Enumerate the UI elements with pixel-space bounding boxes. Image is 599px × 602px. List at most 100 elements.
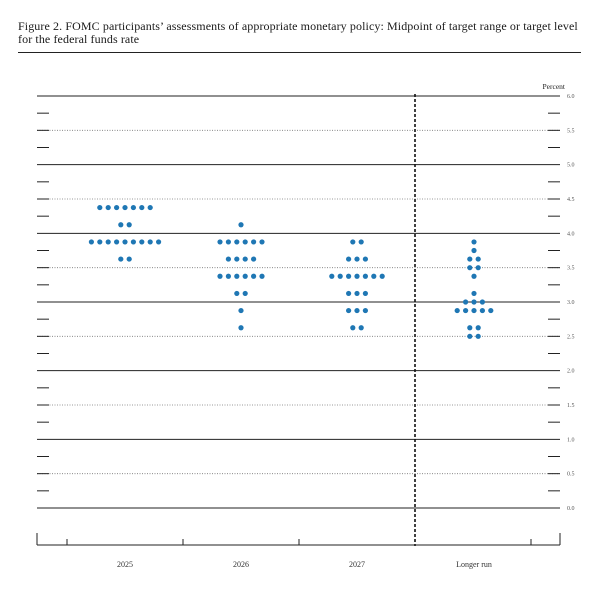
data-dot	[354, 273, 360, 279]
data-dot	[346, 273, 352, 279]
data-dot	[475, 333, 481, 339]
figure-title: Figure 2. FOMC participants’ assessments…	[18, 19, 578, 46]
data-dot	[471, 290, 477, 297]
data-dot	[238, 222, 244, 228]
data-dot	[147, 204, 153, 211]
data-dot	[97, 239, 103, 245]
grid-layer	[37, 95, 560, 509]
data-dot	[454, 307, 460, 314]
data-dot	[479, 307, 485, 314]
data-dot	[346, 307, 352, 314]
x-category-label: 2026	[233, 560, 249, 569]
y-tick-label: 5.5	[567, 128, 575, 134]
data-dot	[467, 333, 473, 339]
data-dot	[354, 307, 360, 314]
data-dot	[259, 273, 265, 279]
data-dot	[475, 256, 481, 262]
x-category-label: Longer run	[456, 560, 492, 569]
x-category-label: 2025	[117, 560, 133, 569]
data-dot	[130, 204, 136, 211]
data-dot	[337, 273, 343, 279]
data-dot	[488, 307, 494, 314]
data-dot	[471, 247, 477, 254]
data-dot	[217, 273, 223, 279]
data-dot	[97, 204, 103, 211]
data-dot	[358, 325, 364, 331]
data-dot	[118, 256, 124, 262]
axis-layer: 0.0 0.5 1.0 1.5 2.0 2.5 3.0 3.5 4.0 4.5 5.0 5.5 6.0 2…	[36, 94, 575, 569]
data-dot	[234, 256, 240, 262]
data-dot	[251, 239, 257, 245]
dots-layer	[88, 204, 494, 339]
title-rule	[18, 52, 581, 53]
data-dot	[467, 256, 473, 262]
data-dot	[251, 273, 257, 279]
data-dot	[475, 265, 481, 271]
data-dot	[471, 239, 477, 245]
data-dot	[362, 290, 368, 297]
data-dot	[350, 325, 356, 331]
data-dot	[118, 222, 124, 228]
data-dot	[371, 273, 377, 279]
data-dot	[225, 239, 231, 245]
data-dot	[105, 239, 111, 245]
data-dot	[126, 256, 132, 262]
y-tick-label: 2.0	[567, 369, 575, 375]
data-dot	[242, 273, 248, 279]
y-tick-label: 1.0	[567, 437, 575, 443]
data-dot	[251, 256, 257, 262]
data-dot	[379, 273, 385, 279]
data-dot	[139, 239, 145, 245]
data-dot	[122, 239, 128, 245]
x-category-label: 2027	[349, 560, 365, 569]
data-dot	[479, 299, 485, 305]
data-dot	[467, 325, 473, 331]
data-dot	[346, 256, 352, 262]
y-tick-label: 3.5	[567, 266, 575, 272]
data-dot	[471, 307, 477, 314]
data-dot	[259, 239, 265, 245]
data-dot	[242, 256, 248, 262]
data-dot	[362, 307, 368, 314]
y-tick-label: 2.5	[567, 334, 575, 340]
data-dot	[362, 256, 368, 262]
y-tick-label: 5.0	[567, 163, 575, 169]
data-dot	[362, 273, 368, 279]
data-dot	[242, 239, 248, 245]
data-dot	[350, 239, 356, 245]
y-tick-label: 0.5	[567, 472, 575, 478]
data-dot	[105, 204, 111, 211]
data-dot	[234, 239, 240, 245]
data-dot	[329, 273, 335, 279]
data-dot	[225, 256, 231, 262]
data-dot	[225, 273, 231, 279]
data-dot	[463, 307, 469, 314]
data-dot	[139, 204, 145, 211]
data-dot	[475, 325, 481, 331]
data-dot	[234, 290, 240, 297]
data-dot	[147, 239, 153, 245]
data-dot	[234, 273, 240, 279]
data-dot	[156, 239, 162, 245]
data-dot	[467, 265, 473, 271]
data-dot	[346, 290, 352, 297]
data-dot	[354, 256, 360, 262]
data-dot	[217, 239, 223, 245]
data-dot	[130, 239, 136, 245]
y-tick-label: 4.0	[567, 231, 575, 237]
y-axis-label: Percent	[543, 82, 566, 91]
data-dot	[358, 239, 364, 245]
data-dot	[114, 204, 120, 211]
data-dot	[242, 290, 248, 297]
data-dot	[126, 222, 132, 228]
data-dot	[238, 325, 244, 331]
data-dot	[471, 299, 477, 305]
y-tick-label: 4.5	[567, 197, 575, 203]
y-tick-label: 3.0	[567, 300, 575, 306]
data-dot	[114, 239, 120, 245]
y-tick-label: 0.0	[567, 506, 575, 512]
data-dot	[88, 239, 94, 245]
data-dot	[238, 307, 244, 314]
data-dot	[471, 273, 477, 279]
